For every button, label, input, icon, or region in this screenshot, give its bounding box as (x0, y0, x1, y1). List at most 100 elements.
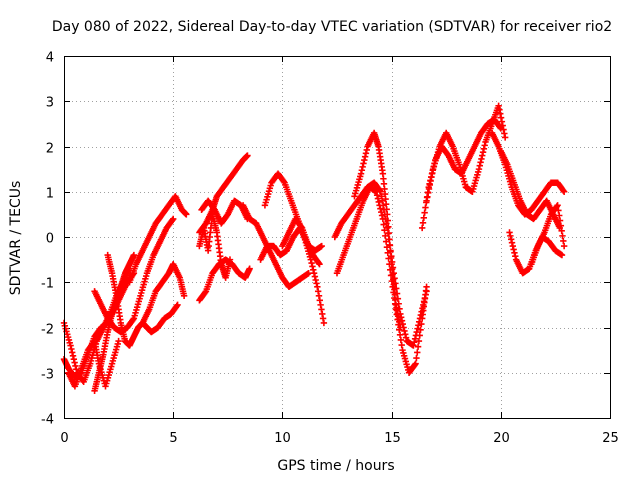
data-point (497, 114, 505, 121)
data-point (511, 249, 518, 257)
data-point (424, 189, 432, 197)
data-point (397, 324, 404, 331)
x-tick-label: 10 (274, 431, 291, 446)
data-point (481, 142, 488, 149)
data-point (373, 191, 381, 199)
data-point (380, 221, 387, 228)
data-point (422, 204, 429, 211)
data-point (397, 336, 405, 344)
series-sat-s (351, 129, 404, 331)
data-point (280, 178, 287, 185)
series-sat-m (239, 202, 312, 290)
data-point (414, 325, 421, 332)
data-points (60, 102, 568, 395)
data-point (478, 155, 485, 163)
x-tick-label: 0 (60, 431, 68, 446)
data-point (410, 342, 417, 349)
data-point (318, 306, 325, 313)
data-point (305, 270, 312, 277)
data-point (298, 223, 305, 231)
data-point (316, 297, 324, 304)
data-point (497, 110, 504, 117)
series-sat-y (528, 202, 568, 268)
data-point (555, 207, 562, 214)
data-point (72, 362, 79, 370)
data-point (427, 177, 434, 185)
series-sat-g (126, 193, 190, 286)
data-point (180, 292, 188, 300)
y-tick-label: -2 (41, 323, 54, 338)
data-point (508, 239, 516, 246)
data-point (401, 327, 408, 335)
data-point (357, 170, 365, 177)
data-point (560, 188, 568, 195)
data-point (67, 342, 74, 349)
data-point (362, 150, 370, 157)
series-sat-p (279, 215, 325, 254)
data-point (424, 193, 431, 201)
data-point (378, 208, 385, 216)
data-point (411, 339, 418, 346)
data-point (499, 122, 506, 129)
data-point (415, 322, 422, 329)
y-tick-label: 0 (46, 232, 54, 247)
series-sat-u (423, 102, 509, 204)
data-point (418, 320, 425, 328)
data-point (314, 288, 322, 295)
data-point (173, 302, 180, 310)
data-point (507, 232, 514, 240)
data-point (244, 152, 251, 159)
data-point (316, 260, 323, 268)
data-point (415, 337, 423, 345)
data-point (201, 289, 209, 296)
data-point (318, 242, 325, 250)
series-sat-i (196, 256, 253, 304)
data-point (358, 167, 366, 174)
x-tick-label: 25 (602, 431, 619, 446)
data-point (115, 337, 122, 345)
data-point (382, 238, 390, 245)
series-sat-w (497, 147, 563, 232)
data-point (386, 236, 393, 243)
data-point (413, 354, 420, 362)
y-tick-label: -1 (41, 277, 54, 292)
y-tick-label: 4 (46, 51, 54, 66)
data-point (414, 343, 422, 350)
data-point (310, 266, 317, 274)
data-point (69, 352, 77, 359)
axis-ticks: 0 5 10 15 20 25 -4 -3 -2 -1 0 1 2 3 4 (41, 51, 619, 447)
series-sat-h (139, 260, 188, 327)
data-point (381, 227, 388, 234)
data-point (560, 237, 567, 245)
data-point (556, 217, 564, 224)
y-axis-label: SDTVAR / TECUs (8, 181, 24, 296)
data-point (319, 310, 326, 318)
data-point (379, 215, 387, 223)
chart-title: Day 080 of 2022, Sidereal Day-to-day VTE… (52, 19, 612, 35)
x-tick-label: 5 (169, 431, 177, 446)
data-point (246, 265, 253, 272)
y-tick-label: 1 (46, 187, 54, 202)
data-point (495, 102, 502, 109)
data-point (396, 331, 404, 339)
data-point (421, 209, 428, 216)
data-point (170, 215, 177, 223)
data-point (480, 145, 488, 152)
data-point (315, 292, 323, 300)
data-point (174, 301, 181, 309)
data-point (384, 217, 391, 224)
data-point (73, 366, 80, 373)
data-point (558, 251, 566, 259)
data-point (319, 315, 327, 322)
data-point (402, 334, 410, 341)
data-point (507, 236, 515, 243)
data-point (385, 229, 393, 237)
data-point (315, 259, 322, 267)
data-point (418, 224, 426, 232)
data-point (68, 345, 75, 353)
data-point (419, 219, 427, 227)
data-point (361, 156, 368, 164)
data-point (379, 197, 386, 204)
data-point (384, 211, 391, 218)
